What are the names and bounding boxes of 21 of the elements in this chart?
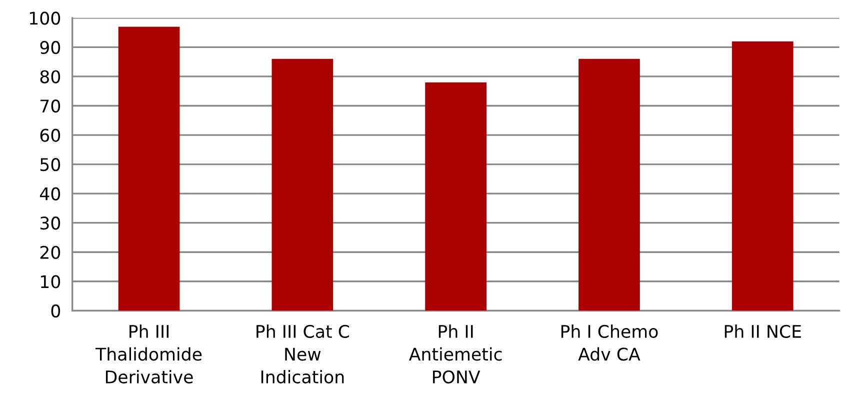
x-tick-label: Ph II Antiemetic PONV <box>408 324 502 384</box>
y-tick-label: 100 <box>30 12 60 25</box>
x-tick-label: Ph III Thalidomide Derivative <box>95 324 202 384</box>
y-tick-label: 70 <box>40 99 60 113</box>
bar <box>425 82 486 311</box>
y-tick-label: 50 <box>40 158 60 172</box>
y-tick-label: 0 <box>51 304 60 318</box>
bar <box>118 26 180 311</box>
y-tick-label: 80 <box>40 70 60 84</box>
x-tick-label: Ph III Cat C New Indication <box>256 324 350 384</box>
bar <box>732 41 794 311</box>
x-tick-label: Ph II NCE <box>724 324 801 338</box>
y-tick-label: 30 <box>40 216 60 230</box>
y-tick-label: 10 <box>41 275 60 288</box>
x-tick-label: Ph I Chemo Adv CA <box>561 324 658 361</box>
y-tick-label: 40 <box>40 187 60 200</box>
bar <box>272 58 334 311</box>
y-tick-label: 60 <box>40 128 60 142</box>
bar <box>578 58 640 311</box>
y-tick-label: 20 <box>40 246 60 259</box>
y-tick-label: 90 <box>40 40 60 54</box>
